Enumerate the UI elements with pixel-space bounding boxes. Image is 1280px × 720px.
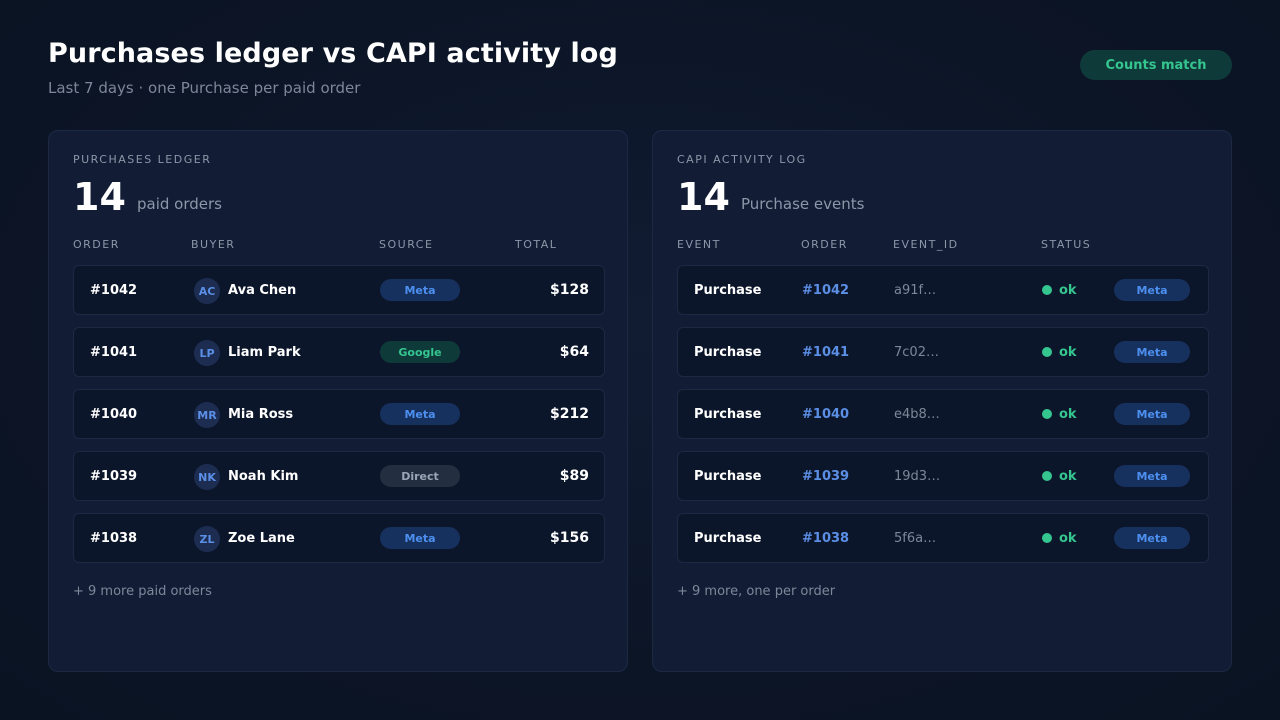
event-name: Purchase: [694, 530, 762, 546]
event-order-link[interactable]: #1041: [802, 344, 850, 360]
status-text: ok: [1059, 406, 1077, 422]
order-id: #1040: [90, 406, 138, 422]
ledger-rows: #1042 AC Ava Chen Meta $128 #1041 LP Lia…: [73, 265, 605, 575]
order-total: $156: [550, 530, 589, 546]
column-header-source: SOURCE: [379, 238, 434, 251]
capi-event-row[interactable]: Purchase #1038 5f6a… ok Meta: [677, 513, 1209, 563]
buyer-name: Noah Kim: [228, 468, 299, 484]
event-status: ok: [1042, 328, 1077, 376]
event-id: a91f…: [894, 282, 937, 298]
column-header-buyer: BUYER: [191, 238, 236, 251]
source-badge: Google: [380, 341, 460, 363]
capi-event-row[interactable]: Purchase #1039 19d3… ok Meta: [677, 451, 1209, 501]
buyer-name: Zoe Lane: [228, 530, 295, 546]
event-status: ok: [1042, 514, 1077, 562]
page-title: Purchases ledger vs CAPI activity log: [48, 38, 618, 69]
event-name: Purchase: [694, 468, 762, 484]
column-header-order: ORDER: [73, 238, 120, 251]
avatar: NK: [194, 464, 220, 490]
source-badge: Meta: [380, 527, 460, 549]
event-name: Purchase: [694, 344, 762, 360]
ledger-row[interactable]: #1041 LP Liam Park Google $64: [73, 327, 605, 377]
buyer-name: Mia Ross: [228, 406, 294, 422]
capi-event-row[interactable]: Purchase #1040 e4b8… ok Meta: [677, 389, 1209, 439]
ledger-row[interactable]: #1039 NK Noah Kim Direct $89: [73, 451, 605, 501]
column-header-event: EVENT: [677, 238, 721, 251]
status-dot-icon: [1042, 347, 1052, 357]
source-badge: Meta: [380, 279, 460, 301]
order-id: #1042: [90, 282, 138, 298]
event-order-link[interactable]: #1042: [802, 282, 850, 298]
purchase-events-count: 14: [677, 175, 730, 219]
capi-event-row[interactable]: Purchase #1041 7c02… ok Meta: [677, 327, 1209, 377]
buyer-name: Liam Park: [228, 344, 301, 360]
status-dot-icon: [1042, 409, 1052, 419]
status-dot-icon: [1042, 533, 1052, 543]
source-badge: Direct: [380, 465, 460, 487]
source-badge: Meta: [1114, 465, 1190, 487]
source-badge: Meta: [1114, 341, 1190, 363]
event-status: ok: [1042, 266, 1077, 314]
panel-label: PURCHASES LEDGER: [73, 153, 212, 166]
column-header-event-id: EVENT_ID: [893, 238, 959, 251]
event-order-link[interactable]: #1038: [802, 530, 850, 546]
buyer-name: Ava Chen: [228, 282, 297, 298]
panel-label: CAPI ACTIVITY LOG: [677, 153, 807, 166]
event-id: e4b8…: [894, 406, 940, 422]
event-name: Purchase: [694, 406, 762, 422]
order-id: #1038: [90, 530, 138, 546]
source-badge: Meta: [1114, 403, 1190, 425]
order-total: $128: [550, 282, 589, 298]
purchases-ledger-panel: PURCHASES LEDGER 14 paid orders ORDER BU…: [48, 130, 628, 672]
more-paid-orders-note: + 9 more paid orders: [73, 584, 212, 599]
event-status: ok: [1042, 390, 1077, 438]
source-badge: Meta: [1114, 279, 1190, 301]
ledger-row[interactable]: #1038 ZL Zoe Lane Meta $156: [73, 513, 605, 563]
event-id: 5f6a…: [894, 530, 937, 546]
event-order-link[interactable]: #1040: [802, 406, 850, 422]
avatar: AC: [194, 278, 220, 304]
status-text: ok: [1059, 468, 1077, 484]
capi-rows: Purchase #1042 a91f… ok Meta Purchase #1…: [677, 265, 1209, 575]
order-total: $212: [550, 406, 589, 422]
counts-match-badge: Counts match: [1080, 50, 1232, 80]
purchase-events-count-label: Purchase events: [741, 195, 865, 213]
order-id: #1041: [90, 344, 138, 360]
more-events-note: + 9 more, one per order: [677, 584, 836, 599]
order-total: $89: [559, 468, 589, 484]
event-id: 7c02…: [894, 344, 939, 360]
capi-activity-log-panel: CAPI ACTIVITY LOG 14 Purchase events EVE…: [652, 130, 1232, 672]
avatar: MR: [194, 402, 220, 428]
status-dot-icon: [1042, 285, 1052, 295]
column-header-order: ORDER: [801, 238, 848, 251]
ledger-row[interactable]: #1042 AC Ava Chen Meta $128: [73, 265, 605, 315]
status-text: ok: [1059, 530, 1077, 546]
ledger-row[interactable]: #1040 MR Mia Ross Meta $212: [73, 389, 605, 439]
page-subtitle: Last 7 days · one Purchase per paid orde…: [48, 79, 361, 97]
column-header-status: STATUS: [1041, 238, 1092, 251]
order-id: #1039: [90, 468, 138, 484]
avatar: LP: [194, 340, 220, 366]
order-total: $64: [559, 344, 589, 360]
status-text: ok: [1059, 282, 1077, 298]
source-badge: Meta: [380, 403, 460, 425]
capi-event-row[interactable]: Purchase #1042 a91f… ok Meta: [677, 265, 1209, 315]
event-status: ok: [1042, 452, 1077, 500]
source-badge: Meta: [1114, 527, 1190, 549]
event-name: Purchase: [694, 282, 762, 298]
status-dot-icon: [1042, 471, 1052, 481]
paid-orders-count-label: paid orders: [137, 195, 222, 213]
event-id: 19d3…: [894, 468, 941, 484]
avatar: ZL: [194, 526, 220, 552]
column-header-total: TOTAL: [515, 238, 558, 251]
status-text: ok: [1059, 344, 1077, 360]
event-order-link[interactable]: #1039: [802, 468, 850, 484]
paid-orders-count: 14: [73, 175, 126, 219]
